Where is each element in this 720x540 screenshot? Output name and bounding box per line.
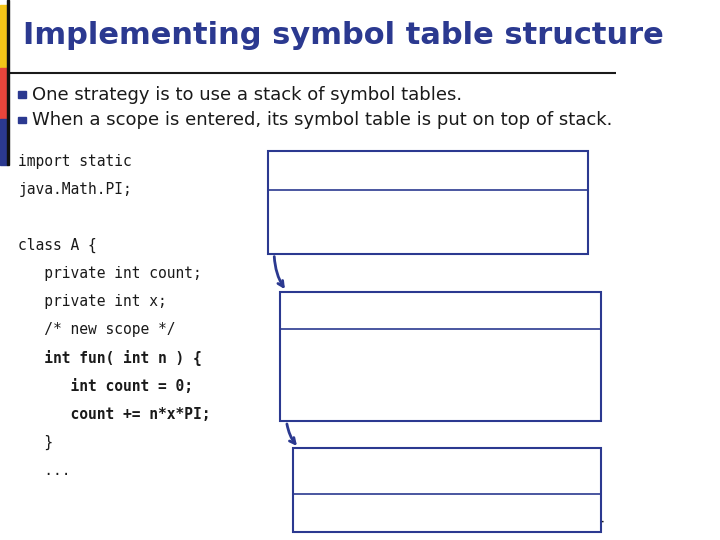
Text: x: x: [285, 395, 294, 409]
Text: count: count: [273, 226, 312, 240]
Text: A: A: [354, 395, 363, 409]
Text: int fun( int n ) {: int fun( int n ) {: [19, 350, 202, 367]
Text: Cat.: Cat.: [411, 296, 443, 310]
Text: private: private: [538, 395, 587, 409]
Text: count += n*x*PI;: count += n*x*PI;: [19, 407, 211, 422]
Text: Name: Name: [285, 296, 330, 310]
Text: attrib: attrib: [411, 333, 456, 347]
Text: 3: 3: [341, 226, 350, 240]
Text: PI: PI: [297, 498, 310, 512]
Bar: [0, 119, 7, 165]
Text: Other: Other: [526, 156, 570, 170]
Text: When a scope is entered, its symbol table is put on top of stack.: When a scope is entered, its symbol tabl…: [32, 111, 613, 129]
Text: Implementing symbol table structure: Implementing symbol table structure: [24, 21, 664, 50]
Text: private int x;: private int x;: [19, 294, 167, 309]
Text: Type: Type: [480, 296, 516, 310]
Text: import static: import static: [19, 154, 132, 169]
Text: private int count;: private int count;: [19, 266, 202, 281]
Text: java.Math.PI;: java.Math.PI;: [19, 182, 132, 197]
Text: count: count: [285, 333, 324, 347]
Text: Other: Other: [540, 453, 585, 467]
Text: ...: ...: [19, 463, 71, 478]
Text: Type: Type: [485, 453, 521, 467]
Text: int: int: [480, 333, 498, 347]
Text: int count = 0;: int count = 0;: [19, 379, 194, 394]
FancyBboxPatch shape: [280, 292, 600, 421]
Text: int: int: [480, 364, 498, 378]
Text: attrib: attrib: [411, 395, 456, 409]
Bar: [0, 68, 7, 119]
Bar: [19, 91, 26, 98]
Text: param: param: [399, 194, 449, 208]
Text: n: n: [273, 194, 282, 208]
Text: -: -: [526, 194, 530, 208]
Text: A: A: [354, 333, 363, 347]
Text: Scope: Scope: [363, 453, 410, 467]
Text: Other: Other: [538, 296, 582, 310]
Bar: [0, 5, 7, 68]
Bar: [7, 0, 9, 165]
Text: int: int: [480, 395, 498, 409]
Text: Name: Name: [297, 453, 343, 467]
Text: func.: func.: [411, 364, 451, 378]
FancyBboxPatch shape: [268, 151, 588, 254]
Text: Scope: Scope: [341, 156, 388, 170]
Text: 4: 4: [593, 511, 604, 529]
Text: /* new scope */: /* new scope */: [19, 322, 176, 338]
Text: One strategy is to use a stack of symbol tables.: One strategy is to use a stack of symbol…: [32, 85, 462, 104]
Text: Name: Name: [273, 156, 318, 170]
Text: fun: fun: [285, 364, 307, 378]
Text: int: int: [467, 226, 485, 240]
Text: }: }: [19, 435, 53, 450]
Text: Type: Type: [467, 156, 503, 170]
Text: A: A: [354, 364, 363, 378]
Text: Cat.: Cat.: [419, 453, 451, 467]
Text: class A {: class A {: [19, 238, 97, 253]
Text: (int): (int): [538, 364, 567, 378]
Text: 3: 3: [341, 194, 350, 208]
Bar: [19, 117, 26, 123]
Text: -: -: [526, 226, 530, 240]
Text: int: int: [467, 194, 485, 208]
Text: Scope: Scope: [354, 296, 400, 310]
FancyBboxPatch shape: [292, 448, 600, 532]
Text: Cat.: Cat.: [399, 156, 431, 170]
Text: local: local: [399, 226, 436, 240]
Text: private: private: [538, 333, 587, 347]
